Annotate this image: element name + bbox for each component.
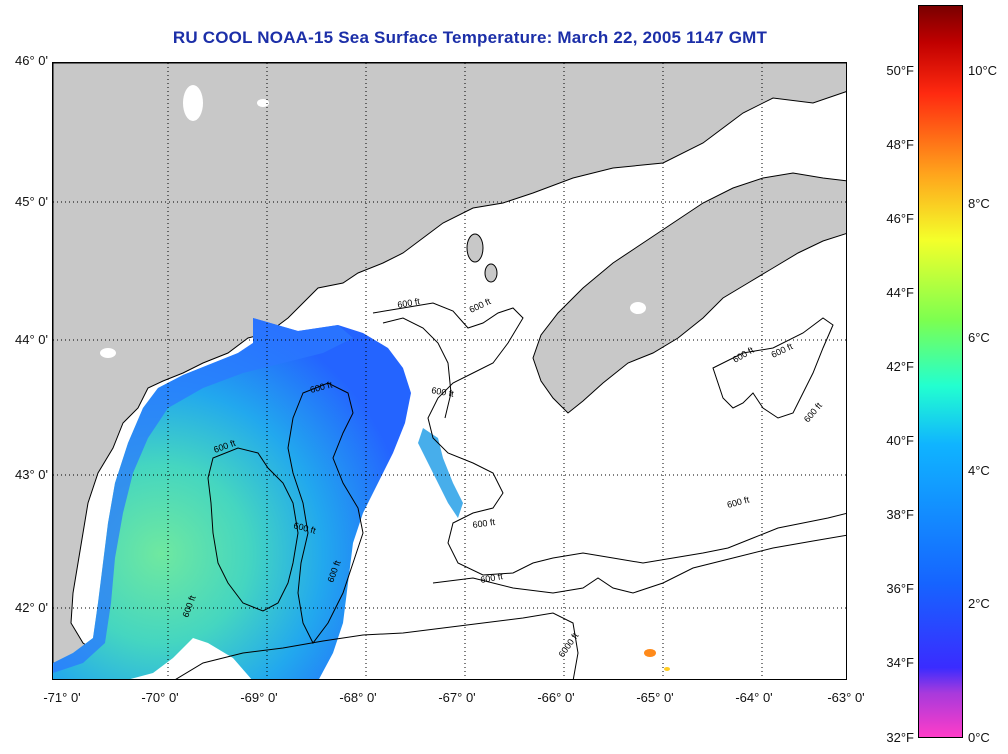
colorbar-c-label-6: 6°C: [968, 330, 990, 345]
contour-label-8: 600 ft: [480, 571, 504, 585]
lat-label-45: 45° 0': [15, 194, 48, 209]
colorbar-c-label-10: 10°C: [968, 63, 998, 78]
map-graphic: 600 ft 600 ft 600 ft 600 ft 600 ft 600 f…: [53, 63, 846, 679]
colorbar-f-label-38: 38°F: [886, 507, 914, 522]
lat-label-42: 42° 0': [15, 600, 48, 615]
lon-label-65: -65° 0': [636, 690, 674, 705]
sst-map: 600 ft 600 ft 600 ft 600 ft 600 ft 600 f…: [52, 62, 847, 680]
contour-600ft-central: [287, 382, 364, 644]
lon-label-67: -67° 0': [438, 690, 476, 705]
lon-label-69: -69° 0': [240, 690, 278, 705]
land-nova-scotia: [532, 172, 846, 414]
contour-6000ft: [175, 612, 579, 679]
contour-600ft-west: [207, 447, 299, 612]
colorbar-f-label-42: 42°F: [886, 359, 914, 374]
contour-600ft-north: [382, 317, 452, 419]
lon-label-70: -70° 0': [141, 690, 179, 705]
land-island-small: [484, 263, 498, 283]
colorbar-c-label-0: 0°C: [968, 730, 990, 745]
contour-label-7: 600 ft: [472, 517, 496, 530]
lat-label-44: 44° 0': [15, 332, 48, 347]
land-island-grand-manan: [466, 233, 484, 263]
lon-label-68: -68° 0': [339, 690, 377, 705]
sst-warm-spot-small: [664, 667, 670, 671]
sst-coastal-band: [53, 318, 353, 673]
lake-4: [100, 348, 116, 358]
colorbar-c-label-8: 8°C: [968, 196, 990, 211]
colorbar-c-label-4: 4°C: [968, 463, 990, 478]
graticule: [53, 63, 846, 679]
colorbar-f-label-32: 32°F: [886, 730, 914, 745]
lon-label-64: -64° 0': [735, 690, 773, 705]
temperature-colorbar: [918, 5, 963, 738]
lon-label-71: -71° 0': [43, 690, 81, 705]
sst-patch-east: [418, 428, 463, 518]
contour-label-6: 600 ft: [431, 385, 455, 399]
lon-label-63: -63° 0': [827, 690, 865, 705]
colorbar-f-label-50: 50°F: [886, 63, 914, 78]
lake-1: [183, 85, 203, 121]
lake-3: [630, 302, 646, 314]
colorbar-f-label-34: 34°F: [886, 655, 914, 670]
contour-600ft-bay: [372, 302, 846, 576]
sst-data-region: [53, 318, 411, 679]
contour-label-4: 600 ft: [397, 296, 421, 310]
colorbar-f-label-46: 46°F: [886, 211, 914, 226]
colorbar-c-label-2: 2°C: [968, 596, 990, 611]
colorbar-f-label-44: 44°F: [886, 285, 914, 300]
lon-label-66: -66° 0': [537, 690, 575, 705]
lake-2: [257, 99, 269, 107]
map-title: RU COOL NOAA-15 Sea Surface Temperature:…: [172, 28, 768, 47]
contour-deep-south: [432, 534, 846, 594]
colorbar-f-label-40: 40°F: [886, 433, 914, 448]
colorbar-f-label-36: 36°F: [886, 581, 914, 596]
lat-label-46: 46° 0': [15, 53, 48, 68]
contour-600ft-ns: [712, 317, 834, 419]
lat-label-43: 43° 0': [15, 467, 48, 482]
colorbar-f-label-48: 48°F: [886, 137, 914, 152]
sst-warm-spot: [644, 649, 656, 657]
